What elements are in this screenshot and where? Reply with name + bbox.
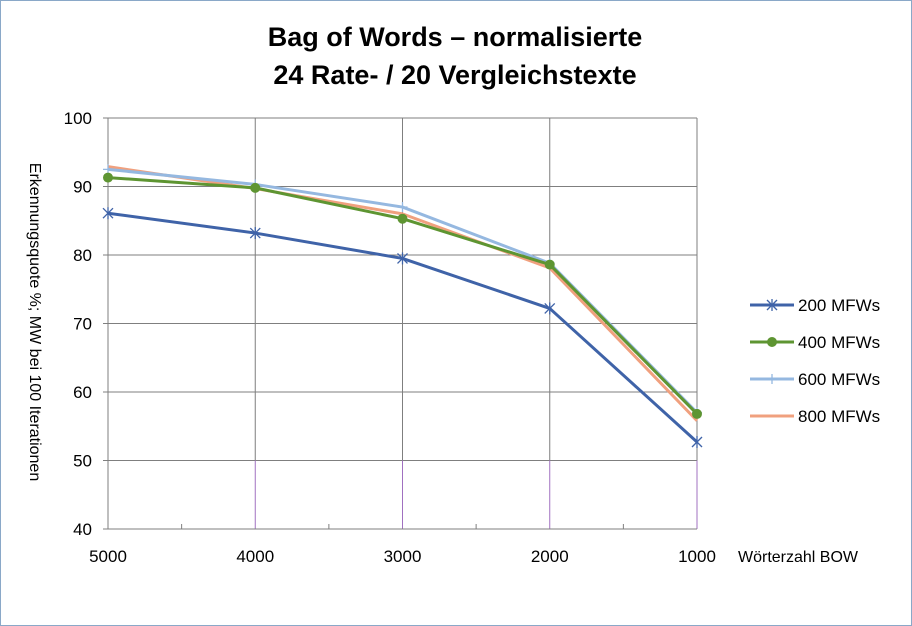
- data-point-circle-marker: [397, 213, 408, 224]
- y-tick-label: 60: [73, 383, 92, 402]
- y-tick-label: 70: [73, 315, 92, 334]
- legend-label: 800 MFWs: [798, 407, 880, 426]
- gridlines: [108, 117, 698, 529]
- legend-label: 600 MFWs: [798, 370, 880, 389]
- data-point-circle-marker: [250, 182, 261, 193]
- y-tick-label: 50: [73, 452, 92, 471]
- y-tick-label: 40: [73, 520, 92, 539]
- data-point-circle-marker: [544, 259, 555, 270]
- x-tick-label: 3000: [384, 547, 422, 566]
- x-tick-label: 1000: [678, 547, 716, 566]
- x-axis-title: Wörterzahl BOW: [738, 549, 859, 566]
- y-tick-labels: 40 50 60 70 80 90 100: [64, 109, 92, 539]
- y-tick-label: 90: [73, 178, 92, 197]
- y-tick-label: 80: [73, 246, 92, 265]
- data-point-circle-marker: [103, 172, 113, 183]
- data-point-circle-marker: [767, 337, 777, 347]
- legend: 200 MFWs 400 MFWs 600 MFWs 800 MFWs: [750, 296, 880, 426]
- data-point-circle-marker: [692, 408, 702, 419]
- x-tick-labels: 5000 4000 3000 2000 1000: [89, 547, 716, 566]
- x-tick-label: 5000: [89, 547, 127, 566]
- series-lines: [102, 164, 703, 449]
- legend-label: 400 MFWs: [798, 333, 880, 352]
- y-tick-label: 100: [64, 109, 92, 128]
- axes: [103, 117, 697, 530]
- legend-label: 200 MFWs: [798, 296, 880, 315]
- x-tick-label: 2000: [531, 547, 569, 566]
- chart-title-line-2: 24 Rate- / 20 Vergleichstexte: [273, 60, 636, 90]
- chart-title-line-1: Bag of Words – normalisierte: [268, 22, 643, 52]
- y-axis-title: Erkennungsquote %; MW bei 100 Iteratione…: [26, 163, 43, 481]
- x-tick-label: 4000: [236, 547, 274, 566]
